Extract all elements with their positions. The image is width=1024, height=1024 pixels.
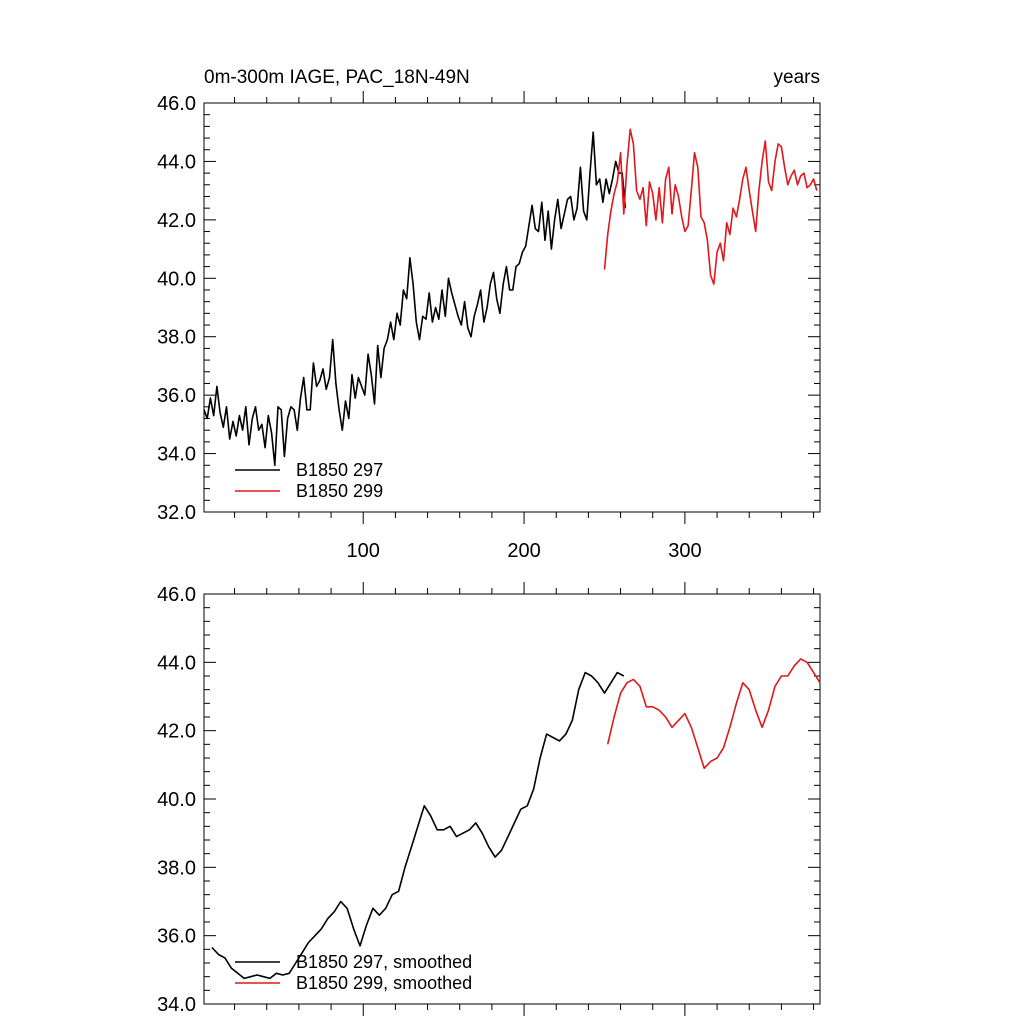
y-tick-label: 42.0 <box>157 721 196 743</box>
top-chart: 0m-300m IAGE, PAC_18N-49N years 32.0 34.0… <box>157 67 821 562</box>
series-line-b1850-299-smoothed <box>606 658 821 770</box>
top-axis-tick-labels: 32.0 34.0 36.0 38.0 40.0 42.0 44.0 46.0 100 200 30… <box>157 93 702 562</box>
x-tick-label: 100 <box>347 540 380 562</box>
y-tick-label: 32.0 <box>157 502 196 524</box>
bottom-plot-frame <box>203 593 821 1005</box>
y-tick-label: 46.0 <box>157 584 196 606</box>
y-tick-label: 40.0 <box>157 268 196 290</box>
y-tick-label: 44.0 <box>157 151 196 173</box>
legend-label-b1850-297-smoothed: B1850 297, smoothed <box>296 952 472 972</box>
y-tick-label: 38.0 <box>157 327 196 349</box>
top-plot-frame <box>203 102 821 513</box>
y-tick-label: 42.0 <box>157 210 196 232</box>
y-tick-label: 34.0 <box>157 444 196 466</box>
y-tick-label: 38.0 <box>157 857 196 879</box>
x-tick-label: 300 <box>668 540 701 562</box>
bottom-series-lines <box>211 658 821 980</box>
y-tick-label: 36.0 <box>157 926 196 948</box>
x-tick-label: 200 <box>507 540 540 562</box>
series-line-b1850-299 <box>603 128 818 285</box>
legend-label-b1850-299-smoothed: B1850 299, smoothed <box>296 973 472 993</box>
top-legend: B1850 297 B1850 299 <box>235 460 383 501</box>
bottom-axis-ticks <box>204 582 820 1016</box>
bottom-chart: 34.0 36.0 38.0 40.0 42.0 44.0 46.0 B1850 297, … <box>157 582 821 1016</box>
y-tick-label: 34.0 <box>157 994 196 1016</box>
bottom-axis-tick-labels: 34.0 36.0 38.0 40.0 42.0 44.0 46.0 <box>157 584 196 1016</box>
chart-units-label: years <box>774 67 820 88</box>
y-tick-label: 40.0 <box>157 789 196 811</box>
y-tick-label: 46.0 <box>157 93 196 115</box>
series-line-b1850-297 <box>203 131 627 467</box>
y-tick-label: 36.0 <box>157 385 196 407</box>
top-series-lines <box>203 128 818 467</box>
chart-title: 0m-300m IAGE, PAC_18N-49N <box>204 67 470 88</box>
series-line-b1850-297-smoothed <box>211 671 625 980</box>
y-tick-label: 44.0 <box>157 652 196 674</box>
bottom-legend: B1850 297, smoothed B1850 299, smoothed <box>235 952 472 993</box>
top-axis-ticks <box>204 91 820 524</box>
legend-label-b1850-299: B1850 299 <box>296 481 383 501</box>
legend-label-b1850-297: B1850 297 <box>296 460 383 480</box>
